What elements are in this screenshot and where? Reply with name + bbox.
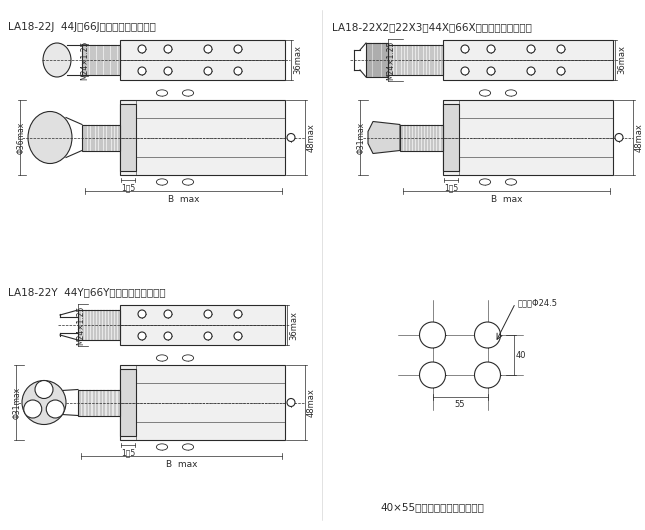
Circle shape (164, 67, 172, 75)
Polygon shape (368, 121, 400, 154)
Bar (443, 40, 613, 80)
Circle shape (419, 362, 446, 388)
Circle shape (234, 332, 242, 340)
Text: 36max: 36max (289, 311, 298, 340)
Text: 40: 40 (515, 350, 526, 359)
Bar (78, 390, 120, 416)
Text: 48max: 48max (635, 123, 644, 152)
Bar (366, 43, 388, 77)
Circle shape (164, 332, 172, 340)
Text: M24×1.25: M24×1.25 (80, 40, 89, 80)
Bar (120, 365, 285, 440)
Circle shape (287, 134, 295, 142)
Text: 1～5: 1～5 (121, 448, 135, 457)
Text: 36max: 36max (293, 46, 302, 75)
Circle shape (461, 67, 469, 75)
Ellipse shape (506, 90, 517, 96)
Circle shape (487, 67, 495, 75)
Circle shape (461, 45, 469, 53)
Ellipse shape (43, 43, 71, 77)
Circle shape (138, 45, 146, 53)
Text: 48max: 48max (307, 123, 316, 152)
Text: B  max: B max (491, 195, 522, 204)
Circle shape (557, 45, 565, 53)
Circle shape (204, 310, 212, 318)
Circle shape (287, 399, 295, 407)
Bar (120, 305, 285, 345)
Circle shape (204, 67, 212, 75)
Text: Φ31max: Φ31max (13, 386, 22, 419)
Text: 55: 55 (455, 400, 465, 409)
Ellipse shape (506, 179, 517, 185)
Text: M24×1.25: M24×1.25 (76, 305, 85, 344)
Bar (120, 104, 136, 171)
Ellipse shape (183, 444, 194, 450)
Ellipse shape (156, 179, 168, 185)
Bar (120, 100, 285, 175)
Text: 48max: 48max (307, 388, 316, 417)
Circle shape (527, 45, 535, 53)
Bar (82, 125, 120, 151)
Text: M24×1.25: M24×1.25 (386, 40, 395, 80)
Text: 36max: 36max (617, 46, 626, 75)
Text: 1～5: 1～5 (444, 183, 458, 192)
Ellipse shape (479, 90, 491, 96)
Bar (120, 40, 285, 80)
Circle shape (234, 310, 242, 318)
Bar (120, 369, 136, 436)
Ellipse shape (156, 355, 168, 361)
Circle shape (419, 322, 446, 348)
Text: 安装孔Φ24.5: 安装孔Φ24.5 (517, 298, 557, 307)
Bar (443, 104, 459, 171)
Ellipse shape (183, 179, 194, 185)
Bar (388, 45, 443, 75)
Text: Φ36max: Φ36max (17, 121, 26, 154)
Bar (443, 100, 613, 175)
Circle shape (475, 322, 501, 348)
Ellipse shape (479, 179, 491, 185)
Text: B  max: B max (166, 460, 197, 469)
Text: LA18-22Y  44Y、66Y按鈕外形与安装尺寸: LA18-22Y 44Y、66Y按鈕外形与安装尺寸 (8, 287, 166, 297)
Ellipse shape (183, 355, 194, 361)
Bar (78, 310, 120, 340)
Circle shape (164, 45, 172, 53)
Circle shape (234, 67, 242, 75)
Circle shape (164, 310, 172, 318)
Text: 1～5: 1～5 (121, 183, 135, 192)
Circle shape (46, 400, 64, 418)
Circle shape (24, 400, 42, 418)
Ellipse shape (183, 90, 194, 96)
Circle shape (615, 134, 623, 142)
Bar (82, 45, 120, 75)
Text: LA18-22X2、22X3、44X、66X按鈕外形与安装尺寸: LA18-22X2、22X3、44X、66X按鈕外形与安装尺寸 (332, 22, 532, 32)
Circle shape (204, 45, 212, 53)
Circle shape (475, 362, 501, 388)
Circle shape (234, 45, 242, 53)
Circle shape (557, 67, 565, 75)
Circle shape (35, 381, 53, 399)
Text: 40×55为并排安装时最小中心距: 40×55为并排安装时最小中心距 (380, 502, 484, 512)
Text: LA18-22J  44J、66J按鈕外形与安装尺寸: LA18-22J 44J、66J按鈕外形与安装尺寸 (8, 22, 156, 32)
Text: Φ31max: Φ31max (357, 121, 366, 154)
Circle shape (487, 45, 495, 53)
Circle shape (138, 310, 146, 318)
Bar (400, 125, 443, 151)
Circle shape (527, 67, 535, 75)
Ellipse shape (28, 111, 72, 163)
Circle shape (204, 332, 212, 340)
Ellipse shape (156, 90, 168, 96)
Circle shape (138, 67, 146, 75)
Ellipse shape (156, 444, 168, 450)
Circle shape (22, 381, 66, 425)
Circle shape (138, 332, 146, 340)
Text: B  max: B max (168, 195, 199, 204)
